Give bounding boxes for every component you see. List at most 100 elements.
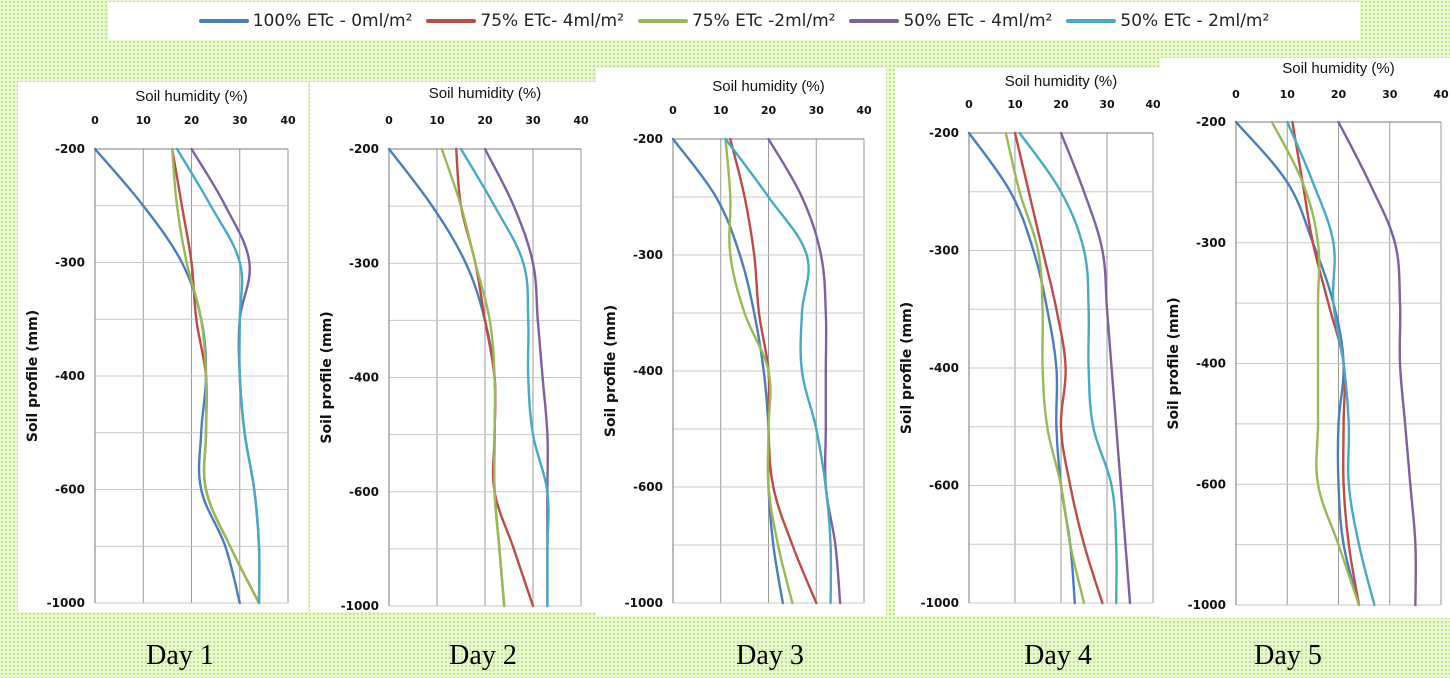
y-tick-label: -400 — [1196, 357, 1226, 371]
y-axis-title: Soil profile (mm) — [603, 305, 619, 437]
x-tick-label: 10 — [713, 104, 729, 117]
x-tick-label: 0 — [91, 114, 99, 127]
y-tick-label: -300 — [1196, 236, 1226, 250]
legend-label: 50% ETc - 2ml/m² — [1120, 11, 1270, 31]
y-tick-label: -400 — [349, 371, 379, 385]
y-tick-label: -600 — [1196, 477, 1226, 491]
y-tick-label: -1000 — [341, 599, 379, 613]
series-line — [171, 147, 261, 605]
y-axis-title: Soil profile (mm) — [899, 302, 915, 434]
y-tick-label: -600 — [633, 480, 663, 494]
x-tick-label: 10 — [136, 114, 152, 127]
x-tick-label: 10 — [1280, 88, 1296, 101]
day2-label: Day 2 — [449, 640, 517, 671]
x-axis-title: Soil humidity (%) — [1282, 60, 1395, 77]
x-axis-title: Soil humidity (%) — [429, 85, 542, 102]
x-tick-label: 20 — [1331, 88, 1347, 101]
y-tick-label: -600 — [349, 485, 379, 499]
x-tick-label: 0 — [965, 98, 973, 111]
y-tick-label: -200 — [633, 132, 663, 146]
y-tick-label: -200 — [1196, 115, 1226, 129]
legend-item: 75% ETc- 4ml/m² — [426, 11, 624, 31]
day1-label: Day 1 — [146, 640, 214, 671]
legend-item: 75% ETc -2ml/m² — [637, 11, 836, 31]
x-tick-label: 40 — [1433, 88, 1449, 101]
y-tick-label: -300 — [929, 244, 959, 258]
legend-label: 75% ETc- 4ml/m² — [480, 11, 624, 31]
x-axis-title: Soil humidity (%) — [712, 78, 825, 95]
day3-chart: 0 10 20 30 40 -200 -300 -400 -600 -1000 Soil humid… — [596, 68, 886, 616]
y-tick-label: -1000 — [921, 596, 959, 610]
series-line — [1013, 131, 1104, 605]
x-tick-label: 20 — [477, 114, 493, 127]
series-line — [1270, 120, 1361, 607]
series-line — [767, 137, 842, 605]
series-line — [1018, 131, 1118, 605]
series-line — [459, 147, 550, 608]
y-tick-label: -200 — [349, 142, 379, 156]
x-tick-label: 0 — [385, 114, 393, 127]
y-tick-label: -200 — [55, 142, 85, 156]
legend-item: 50% ETc - 2ml/m² — [1066, 11, 1269, 31]
y-tick-label: -300 — [349, 256, 379, 270]
series-line — [1059, 131, 1132, 605]
x-tick-label: 30 — [525, 114, 541, 127]
legend-swatch — [849, 19, 900, 23]
x-tick-label: 0 — [669, 104, 677, 117]
x-tick-label: 30 — [809, 104, 825, 117]
y-tick-label: -300 — [55, 256, 85, 270]
plot-background — [1160, 58, 1450, 618]
y-tick-label: -1000 — [47, 596, 85, 610]
x-tick-label: 40 — [1145, 98, 1161, 111]
y-tick-label: -600 — [929, 479, 959, 493]
series-line — [1004, 131, 1086, 605]
day5-label: Day 5 — [1254, 640, 1322, 671]
day2-chart: 0 10 20 30 40 -200 -300 -400 -600 -1000 Soil humid… — [310, 82, 600, 613]
x-tick-label: 30 — [1382, 88, 1398, 101]
x-tick-label: 20 — [184, 114, 200, 127]
series-line — [1337, 120, 1417, 607]
y-tick-label: -400 — [55, 369, 85, 383]
chart-legend: 100% ETc - 0ml/m² 75% ETc- 4ml/m² 75% ETc … — [108, 2, 1360, 40]
legend-swatch — [426, 19, 477, 23]
legend-swatch — [637, 19, 688, 23]
x-tick-label: 0 — [1232, 88, 1240, 101]
legend-item: 100% ETc - 0ml/m² — [198, 11, 413, 31]
legend-swatch — [198, 19, 249, 23]
y-tick-label: -200 — [929, 126, 959, 140]
x-axis-title: Soil humidity (%) — [135, 88, 248, 105]
series-line — [671, 137, 784, 605]
x-tick-label: 30 — [232, 114, 248, 127]
legend-label: 75% ETc -2ml/m² — [691, 11, 836, 31]
x-axis-title: Soil humidity (%) — [1005, 73, 1118, 90]
legend-label: 100% ETc - 0ml/m² — [252, 11, 413, 31]
plot-background — [895, 68, 1185, 616]
legend-swatch — [1066, 19, 1117, 23]
series-line — [175, 147, 261, 605]
x-tick-label: 10 — [1007, 98, 1023, 111]
y-axis-title: Soil profile (mm) — [319, 311, 335, 443]
y-tick-label: -1000 — [625, 596, 663, 610]
series-line — [724, 137, 833, 605]
x-tick-label: 20 — [761, 104, 777, 117]
y-axis-title: Soil profile (mm) — [25, 310, 41, 442]
x-tick-label: 10 — [429, 114, 445, 127]
series-line — [440, 147, 506, 608]
x-tick-label: 40 — [573, 114, 589, 127]
plot-background — [596, 68, 886, 616]
legend-item: 50% ETc - 4ml/m² — [849, 11, 1052, 31]
plot-background — [18, 82, 308, 612]
legend-label: 50% ETc - 4ml/m² — [903, 11, 1053, 31]
day1-chart: 0 10 20 30 40 -200 -300 -400 -600 -1000 Soil humid… — [18, 82, 308, 612]
series-line — [1286, 120, 1376, 607]
x-tick-label: 20 — [1053, 98, 1069, 111]
day4-chart: 0 10 20 30 40 -200 -300 -400 -600 -1000 Soil humid… — [895, 68, 1185, 616]
y-tick-label: -400 — [633, 364, 663, 378]
day5-chart: 0 10 20 30 40 -200 -300 -400 -600 -1000 Soil humid… — [1160, 58, 1450, 618]
x-tick-label: 30 — [1099, 98, 1115, 111]
day3-label: Day 3 — [736, 640, 804, 671]
plot-background — [310, 82, 600, 612]
x-tick-label: 40 — [280, 114, 296, 127]
series-line — [724, 137, 794, 605]
y-axis-title: Soil profile (mm) — [1166, 297, 1182, 429]
